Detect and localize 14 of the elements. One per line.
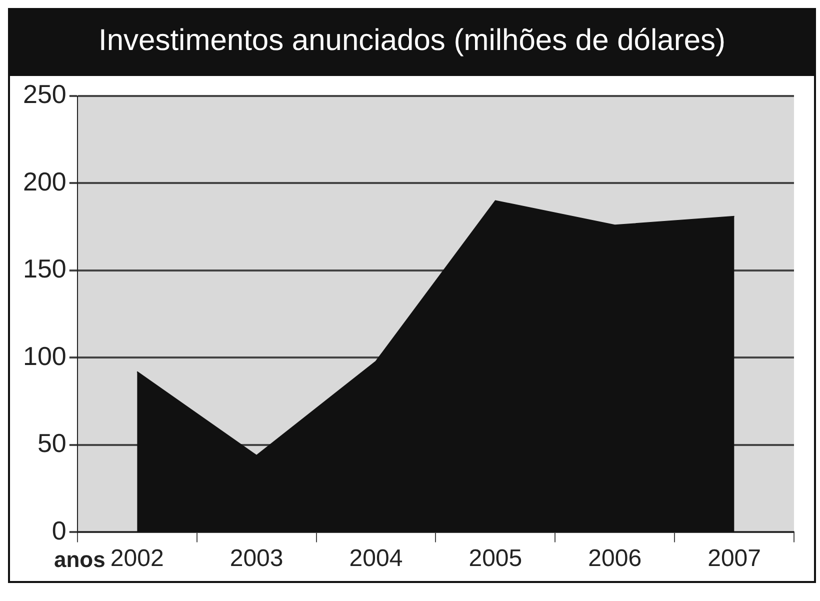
x-tick-label: 2003 xyxy=(230,545,284,572)
x-tick-label: 2002 xyxy=(110,545,164,572)
y-tick-label: 250 xyxy=(22,79,66,110)
y-tick-label: 50 xyxy=(37,428,66,458)
x-tick-label: 2005 xyxy=(468,545,522,572)
x-tick-label: 2006 xyxy=(588,545,642,572)
x-tick-label: 2007 xyxy=(708,545,761,572)
x-tick-label: 2004 xyxy=(349,545,403,572)
y-tick-label: 100 xyxy=(22,340,66,371)
y-tick-label: 0 xyxy=(52,515,66,546)
y-tick-label: 200 xyxy=(22,166,66,196)
x-axis-title: anos xyxy=(54,547,106,573)
y-tick-label: 150 xyxy=(22,254,66,284)
chart-title: Investimentos anunciados (milhões de dólares) xyxy=(10,10,814,76)
